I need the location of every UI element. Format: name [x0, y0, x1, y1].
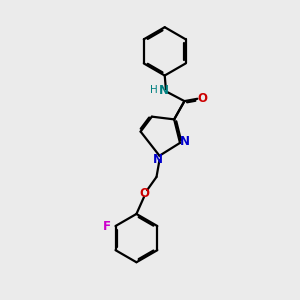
Text: N: N	[153, 153, 163, 166]
Text: O: O	[198, 92, 208, 105]
Text: O: O	[139, 187, 149, 200]
Text: N: N	[159, 84, 169, 97]
Text: H: H	[150, 85, 158, 95]
Text: N: N	[180, 135, 190, 148]
Text: F: F	[103, 220, 111, 232]
